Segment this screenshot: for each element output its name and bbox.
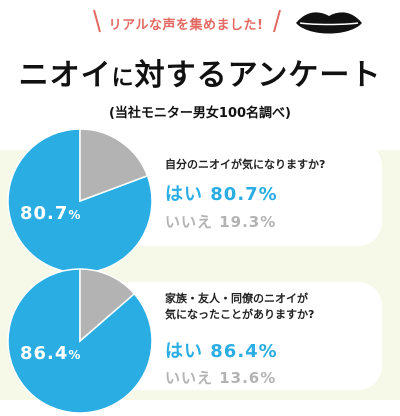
- pie-slice-no-2: [79, 268, 136, 343]
- pie-center-label-1: 80.7%: [20, 203, 81, 224]
- title-small: に: [111, 66, 135, 91]
- question-2: 家族・友人・同僚のニオイが 気になったことがありますか?: [165, 291, 314, 323]
- page-subtitle: (当社モニター男女100名調べ): [108, 106, 292, 121]
- yes-result-2: はい 86.4%: [165, 341, 278, 362]
- question-1: 自分のニオイが気になりますか?: [165, 158, 326, 171]
- lips-icon: [296, 12, 362, 34]
- question-2-line-2: 気になったことがありますか?: [165, 308, 315, 321]
- pie-center-unit-1: %: [68, 208, 82, 222]
- question-2-line-1: 家族・友人・同僚のニオイが: [165, 292, 308, 305]
- page-title: ニオイに対するアンケート: [0, 50, 400, 94]
- title-rest: 対するアンケート: [134, 58, 382, 93]
- pie-chart-1: [7, 128, 153, 274]
- no-result-1: いいえ 19.3%: [165, 213, 277, 231]
- tagline: リアルな声を集めました!: [108, 18, 264, 33]
- yes-result-1: はい 80.7%: [165, 184, 278, 205]
- pie-center-label-2: 86.4%: [20, 343, 81, 364]
- pie-center-value-1: 80.7: [20, 203, 69, 224]
- pie-chart-2: [7, 268, 153, 414]
- slash-right-decoration: [273, 9, 281, 33]
- no-result-2: いいえ 13.6%: [165, 369, 277, 387]
- slash-left-decoration: [93, 9, 101, 33]
- pie-center-value-2: 86.4: [20, 343, 69, 364]
- title-main: ニオイ: [18, 58, 112, 93]
- pie-center-unit-2: %: [68, 348, 82, 362]
- pie-slice-no-1: [79, 128, 149, 203]
